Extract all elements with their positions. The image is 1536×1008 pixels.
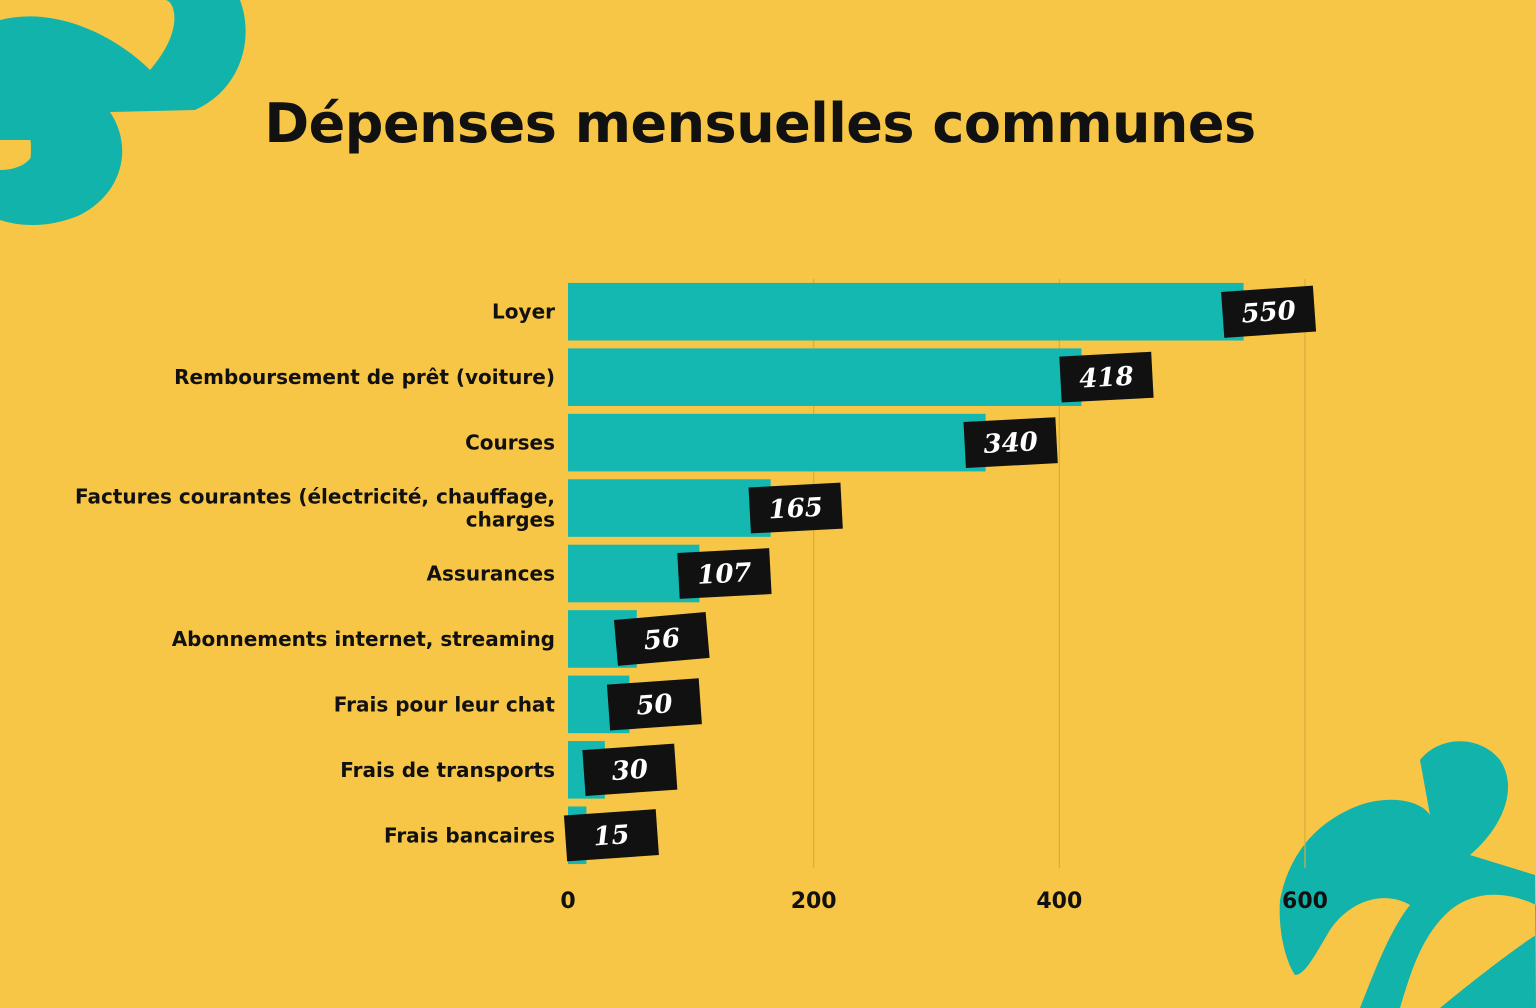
value-label: 30 <box>611 755 649 787</box>
category-label: Courses <box>465 431 555 455</box>
value-label-box <box>677 548 772 599</box>
value-label-group: 15 <box>563 809 659 862</box>
value-label-group: 340 <box>963 417 1058 468</box>
value-label-box <box>748 482 843 534</box>
value-label-group: 30 <box>582 743 678 796</box>
bar <box>568 282 1244 341</box>
top-left-swirl-shape <box>0 0 246 225</box>
value-label-group: 56 <box>613 612 710 666</box>
category-label: Frais de transports <box>340 758 555 782</box>
value-label: 15 <box>592 820 630 852</box>
value-label-box <box>963 417 1058 468</box>
category-label: Remboursement de prêt (voiture) <box>174 365 555 389</box>
value-label-box <box>582 743 678 796</box>
chart-title: Dépenses mensuelles communes <box>264 92 1256 155</box>
category-label: charges <box>466 508 555 532</box>
value-label: 418 <box>1079 362 1135 395</box>
top-left-swirl-inner <box>0 85 56 165</box>
value-label: 107 <box>697 558 753 591</box>
category-label: Abonnements internet, streaming <box>172 627 555 651</box>
value-label: 550 <box>1241 296 1297 330</box>
value-label-box <box>613 612 710 666</box>
category-label: Frais bancaires <box>384 823 555 847</box>
value-label-box <box>563 809 659 862</box>
value-label-group: 165 <box>748 482 843 534</box>
value-label-box <box>1221 285 1317 338</box>
value-label: 56 <box>643 623 682 656</box>
value-label-group: 50 <box>606 678 702 731</box>
x-tick-label: 600 <box>1282 889 1328 914</box>
value-label: 50 <box>635 689 673 721</box>
bar <box>568 348 1082 406</box>
category-label: Factures courantes (électricité, chauffa… <box>75 485 555 509</box>
category-label: Frais pour leur chat <box>334 692 556 716</box>
value-label-group: 107 <box>677 548 772 599</box>
x-tick-label: 200 <box>791 889 837 914</box>
value-label-box <box>1059 351 1154 403</box>
x-tick-label: 400 <box>1036 889 1082 914</box>
bar <box>568 413 986 472</box>
value-label: 165 <box>768 493 824 526</box>
category-label: Loyer <box>492 300 555 324</box>
x-tick-label: 0 <box>560 889 575 914</box>
value-label-group: 418 <box>1059 351 1154 403</box>
value-label-box <box>606 678 702 731</box>
value-label: 340 <box>983 427 1039 460</box>
value-label-group: 550 <box>1221 285 1317 338</box>
bar <box>568 479 771 537</box>
bottom-right-swirl-shape <box>1279 741 1536 1008</box>
category-label: Assurances <box>427 562 555 586</box>
